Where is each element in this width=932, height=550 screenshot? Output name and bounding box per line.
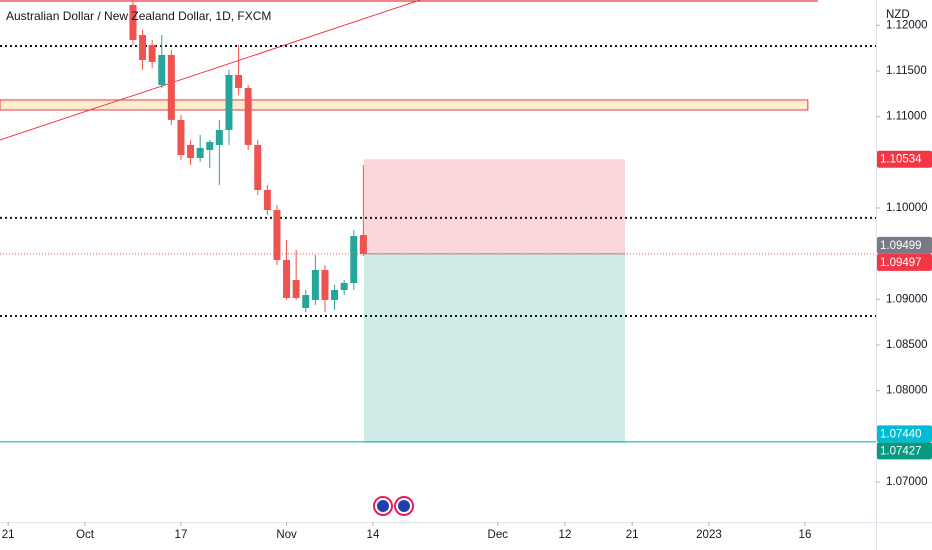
candle-body [167, 54, 175, 120]
price-badge-label: 1.09499 [880, 240, 922, 252]
currency-label: NZD [886, 9, 910, 21]
candle-body [273, 209, 281, 260]
y-tick-label: 1.08000 [886, 385, 928, 397]
event-flag [377, 500, 389, 512]
candle-body [187, 144, 195, 159]
candle-body [148, 44, 156, 62]
candle-body [254, 144, 262, 190]
x-tick-label: 21 [626, 529, 639, 541]
y-tick-label: 1.11500 [886, 65, 927, 77]
candle-body [235, 74, 243, 88]
stop-zone [363, 159, 625, 254]
price-badge-label: 1.07427 [880, 445, 922, 457]
x-tick-label: 14 [367, 529, 380, 541]
event-icons[interactable] [373, 496, 414, 516]
x-tick-label: 17 [175, 529, 188, 541]
x-tick-label: Dec [488, 529, 509, 541]
candle-body [340, 282, 348, 290]
target-zone [363, 253, 625, 443]
candle-body [359, 235, 367, 254]
price-badge [877, 442, 932, 460]
candle-body [283, 259, 291, 298]
x-tick-label: 16 [799, 529, 812, 541]
y-tick-label: 1.08500 [886, 339, 928, 351]
x-tick-label: 12 [559, 529, 572, 541]
resistance-zone [0, 99, 809, 111]
candle-body [244, 87, 252, 145]
candle-body [321, 269, 329, 300]
candle-body [177, 119, 185, 156]
x-tick-label: Oct [76, 529, 95, 541]
chart-title: Australian Dollar / New Zealand Dollar, … [6, 9, 271, 23]
candle-body [158, 54, 166, 85]
y-tick-label: 1.07000 [886, 476, 928, 488]
candle-body [302, 295, 310, 308]
price-badge-label: 1.09497 [880, 257, 922, 269]
candle-body [215, 129, 223, 145]
x-tick-label: 2023 [696, 529, 722, 541]
candle-body [139, 34, 147, 60]
candle-body [225, 74, 233, 130]
price-badge [877, 253, 932, 271]
trendline [0, 0, 421, 141]
candle-body [206, 141, 214, 150]
candle-body [196, 147, 204, 159]
candle-body [311, 269, 319, 300]
candle-body [263, 189, 271, 210]
candle-body [292, 279, 300, 298]
y-tick-label: 1.12000 [886, 19, 928, 31]
y-tick-label: 1.11000 [886, 111, 927, 123]
candle-body [331, 290, 339, 300]
candle-body [350, 236, 358, 283]
x-tick-label: 21 [2, 529, 15, 541]
y-tick-label: 1.10000 [886, 202, 928, 214]
price-badge [877, 236, 932, 254]
price-badge [877, 150, 932, 168]
x-tick-label: Nov [276, 529, 297, 541]
plot-area [0, 0, 876, 443]
candle-body [129, 4, 137, 41]
y-tick-label: 1.09000 [886, 293, 928, 305]
price-badge-label: 1.10534 [880, 154, 922, 166]
price-badge [877, 425, 932, 443]
price-badge-label: 1.07440 [880, 428, 922, 440]
event-flag [398, 500, 410, 512]
